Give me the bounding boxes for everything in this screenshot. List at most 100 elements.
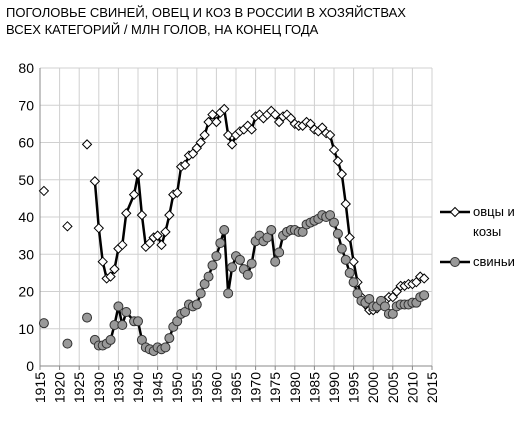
point [223,288,234,299]
point [336,243,347,254]
legend-marker [449,206,461,218]
point [419,290,430,301]
point [234,254,245,265]
x-tick-label: 1915 [32,372,48,403]
y-tick-label: 40 [18,209,34,225]
point [336,168,348,180]
point [274,247,285,258]
point [136,209,148,221]
y-tick-label: 10 [18,321,34,337]
x-tick-label: 2010 [404,372,420,403]
point [219,103,230,115]
x-tick-label: 2015 [424,372,440,403]
point [340,254,351,265]
point [109,263,120,275]
point [160,342,171,353]
point [117,320,128,331]
point [226,139,238,150]
x-tick-label: 1990 [326,372,342,403]
point [128,189,140,200]
point [270,256,281,267]
point [171,187,183,198]
point [418,273,430,284]
point [215,238,226,249]
point [105,334,116,345]
point [207,260,218,271]
point [332,228,343,239]
point [324,129,336,141]
point [113,301,124,312]
point [242,269,253,280]
point [219,225,230,236]
y-tick-label: 70 [18,97,34,113]
point [93,222,105,234]
point [344,232,355,243]
point [211,116,222,128]
point [81,139,93,150]
point [222,129,234,141]
point [191,299,202,310]
legend-label: овцы и козы [473,204,515,239]
x-tick-label: 1995 [346,372,362,403]
point [156,239,167,251]
point [133,316,143,327]
point [246,124,257,135]
point [328,144,340,156]
point [160,226,171,238]
point [348,277,359,288]
x-tick-label: 1940 [130,372,146,403]
point [227,262,238,273]
x-tick-label: 2000 [365,372,381,403]
point [266,225,277,236]
point [179,159,191,171]
point [132,168,144,180]
y-tick-label: 20 [18,284,34,300]
x-tick-label: 1965 [228,372,244,403]
x-tick-label: 1960 [208,372,224,403]
point [269,109,281,120]
point [89,176,101,187]
point [82,312,93,323]
point [329,217,339,228]
point [121,306,132,317]
x-tick-label: 1925 [71,372,87,403]
y-tick-label: 30 [18,246,34,262]
x-tick-label: 1945 [150,372,166,403]
point [97,256,108,267]
point [62,338,73,349]
legend-label: свиньи [473,254,515,269]
x-tick-label: 1980 [287,372,303,403]
point [211,251,222,262]
x-tick-label: 1950 [169,372,185,403]
point [117,239,128,251]
point [152,230,163,241]
point [195,137,206,148]
point [164,333,175,344]
x-tick-label: 2005 [385,372,401,403]
y-tick-label: 60 [18,135,34,151]
point [164,209,175,221]
chart-title: ПОГОЛОВЬЕ СВИНЕЙ, ОВЕЦ И КОЗ В РОССИИ В … [6,5,406,37]
point [332,155,344,167]
y-tick-label: 50 [18,172,34,188]
x-tick-label: 1985 [306,372,322,403]
point [121,208,132,219]
point [246,258,257,269]
point [62,221,73,232]
point [199,129,210,141]
x-tick-label: 1975 [267,372,283,403]
legend-marker [450,257,460,267]
point [203,271,214,282]
x-tick-label: 1970 [248,372,264,403]
point [38,318,49,329]
x-tick-label: 1930 [91,372,107,403]
series-line [93,106,425,312]
point [195,288,206,299]
point [105,271,116,282]
x-tick-label: 1935 [110,372,126,403]
point [344,267,355,278]
point [340,198,351,210]
y-tick-label: 80 [18,60,34,76]
